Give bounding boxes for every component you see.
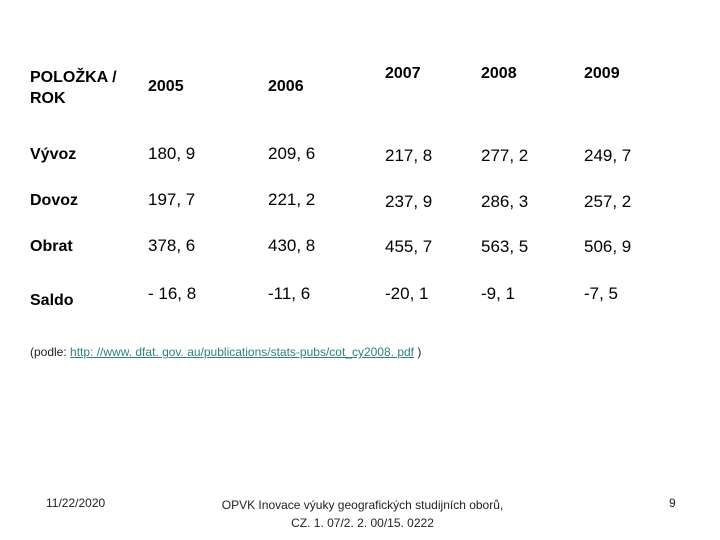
table-cell: -20, 1 <box>385 284 429 303</box>
table-cell: 277, 2 <box>481 146 529 165</box>
row-label-obrat: Obrat <box>30 238 73 255</box>
table-cell: 286, 3 <box>481 192 529 211</box>
table-cell: 257, 2 <box>584 192 632 211</box>
table-cell: 217, 8 <box>385 146 433 165</box>
table-cell: -9, 1 <box>481 284 516 303</box>
table-cell: 506, 9 <box>584 237 632 256</box>
table-cell: 237, 9 <box>385 192 433 211</box>
table-cell: 430, 8 <box>268 236 316 255</box>
table-cell: 180, 9 <box>148 144 196 163</box>
header-label: POLOŽKA / ROK <box>30 69 117 107</box>
table-cell: -11, 6 <box>268 284 311 303</box>
footer-project: OPVK Inovace výuky geografických studijn… <box>190 496 535 532</box>
footer-date: 11/22/2020 <box>46 496 106 510</box>
footer-project-line1: OPVK Inovace výuky geografických studijn… <box>221 498 504 512</box>
year-header-2008: 2008 <box>481 65 517 82</box>
year-header-2007: 2007 <box>385 65 421 82</box>
row-label-dovoz: Dovoz <box>30 192 78 209</box>
year-header-2009: 2009 <box>584 65 620 82</box>
page-number: 9 <box>669 496 676 510</box>
year-header-2006: 2006 <box>268 78 304 95</box>
table-cell: 197, 7 <box>148 190 196 209</box>
table-cell: -7, 5 <box>584 284 619 303</box>
table-cell: 221, 2 <box>268 190 316 209</box>
source-suffix: ) <box>414 345 422 359</box>
year-header-2005: 2005 <box>148 78 184 95</box>
source-prefix: (podle: <box>30 345 71 359</box>
row-label-vyvoz: Vývoz <box>30 146 77 163</box>
source-link[interactable]: http: //www. dfat. gov. au/publications/… <box>70 345 415 359</box>
table-cell: 563, 5 <box>481 237 529 256</box>
footer-project-line2: CZ. 1. 07/2. 2. 00/15. 0222 <box>291 516 434 530</box>
source-note: (podle: http: //www. dfat. gov. au/publi… <box>30 345 421 359</box>
table-cell: 249, 7 <box>584 146 632 165</box>
table-cell: 455, 7 <box>385 237 433 256</box>
row-label-saldo: Saldo <box>30 292 74 309</box>
table-cell: - 16, 8 <box>148 284 197 303</box>
table-cell: 378, 6 <box>148 236 196 255</box>
table-cell: 209, 6 <box>268 144 316 163</box>
